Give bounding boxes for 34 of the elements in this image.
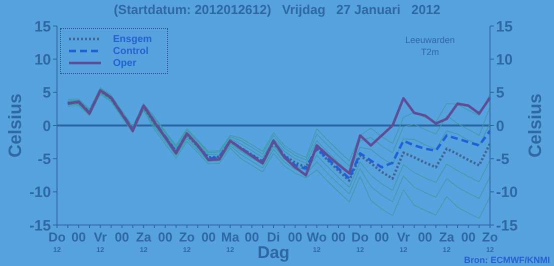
x-axis-title: Dag bbox=[257, 243, 290, 262]
x-tick-label: 00 bbox=[331, 229, 346, 244]
y2-tick-label: 15 bbox=[496, 18, 513, 36]
legend-label: Control bbox=[113, 46, 149, 56]
y2-tick-label: -5 bbox=[496, 150, 510, 168]
x-tick-label: 00 bbox=[461, 229, 476, 244]
x-tick-label: 00 bbox=[71, 229, 86, 244]
legend-label: Oper bbox=[113, 58, 136, 68]
y-tick-label: 10 bbox=[34, 51, 51, 68]
legend-label: Ensgem bbox=[113, 34, 152, 44]
text: Bron: ECMWF/KNMI bbox=[464, 255, 550, 265]
x-tick-label: 00 bbox=[374, 229, 389, 244]
x-tick-label: 00 bbox=[114, 229, 130, 244]
y-axis-title: Celsius bbox=[4, 93, 25, 158]
y-tick-label: 0 bbox=[42, 118, 51, 135]
x-tick-label: 00 bbox=[158, 229, 172, 244]
x-tick-label: 00 bbox=[418, 229, 432, 244]
y-tick-label: -10 bbox=[29, 184, 51, 202]
y2-tick-label: 0 bbox=[496, 118, 504, 135]
x-tick-label: 00 bbox=[201, 229, 216, 244]
y-tick-label: 15 bbox=[34, 18, 51, 36]
y2-tick-label: -10 bbox=[496, 184, 518, 202]
chart-title: (Startdatum: 2012012612) Vrijdag 27 Januari 2012 bbox=[112, 2, 442, 17]
y-tick-label: -15 bbox=[29, 217, 51, 234]
y2-axis-title: Celsius bbox=[524, 93, 545, 158]
y-tick-label: 5 bbox=[42, 84, 51, 102]
annotation: Leeuwarden T2m bbox=[404, 34, 456, 58]
y2-tick-label: 5 bbox=[496, 84, 504, 102]
y2-tick-label: -15 bbox=[496, 217, 518, 234]
x-tick-label: 00 bbox=[244, 229, 260, 244]
x-tick-label: Di bbox=[267, 229, 280, 244]
y2-tick-label: 10 bbox=[496, 51, 513, 68]
y-tick-label: -5 bbox=[38, 150, 51, 168]
x-tick-label: 00 bbox=[288, 229, 302, 244]
